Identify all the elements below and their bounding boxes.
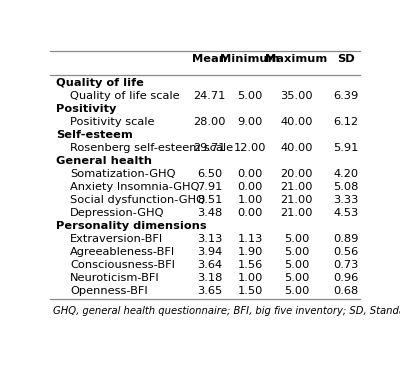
Text: 3.48: 3.48 [197,208,222,218]
Text: Quality of life scale: Quality of life scale [70,91,180,101]
Text: 6.12: 6.12 [334,117,359,127]
Text: Positivity scale: Positivity scale [70,117,155,127]
Text: 1.00: 1.00 [237,273,263,283]
Text: 1.50: 1.50 [237,286,263,296]
Text: 5.00: 5.00 [284,286,309,296]
Text: 0.73: 0.73 [333,260,359,270]
Text: SD: SD [337,54,355,64]
Text: Minimum: Minimum [220,54,280,64]
Text: 4.53: 4.53 [334,208,359,218]
Text: 0.00: 0.00 [237,208,263,218]
Text: Consciousness-BFI: Consciousness-BFI [70,260,175,270]
Text: 5.00: 5.00 [284,273,309,283]
Text: 3.64: 3.64 [197,260,222,270]
Text: 1.90: 1.90 [237,247,263,257]
Text: 35.00: 35.00 [280,91,313,101]
Text: 5.00: 5.00 [237,91,263,101]
Text: Agreeableness-BFI: Agreeableness-BFI [70,247,175,257]
Text: 0.89: 0.89 [333,234,359,244]
Text: Social dysfunction-GHQ: Social dysfunction-GHQ [70,195,205,205]
Text: Extraversion-BFI: Extraversion-BFI [70,234,164,244]
Text: 5.91: 5.91 [333,143,359,153]
Text: 6.39: 6.39 [334,91,359,101]
Text: Self-esteem: Self-esteem [56,130,133,140]
Text: 8.51: 8.51 [197,195,222,205]
Text: 3.94: 3.94 [197,247,222,257]
Text: Openness-BFI: Openness-BFI [70,286,148,296]
Text: 4.20: 4.20 [334,169,359,179]
Text: Neuroticism-BFI: Neuroticism-BFI [70,273,160,283]
Text: General health: General health [56,156,152,166]
Text: 5.00: 5.00 [284,234,309,244]
Text: 3.18: 3.18 [197,273,222,283]
Text: 29.71: 29.71 [194,143,226,153]
Text: 40.00: 40.00 [280,117,313,127]
Text: 1.56: 1.56 [237,260,262,270]
Text: 1.13: 1.13 [237,234,263,244]
Text: 1.00: 1.00 [237,195,263,205]
Text: 5.00: 5.00 [284,260,309,270]
Text: 5.00: 5.00 [284,247,309,257]
Text: 21.00: 21.00 [280,182,313,192]
Text: 40.00: 40.00 [280,143,313,153]
Text: 0.00: 0.00 [237,182,263,192]
Text: 20.00: 20.00 [280,169,313,179]
Text: 3.13: 3.13 [197,234,222,244]
Text: 12.00: 12.00 [234,143,266,153]
Text: 0.00: 0.00 [237,169,263,179]
Text: Rosenberg self-esteem scale: Rosenberg self-esteem scale [70,143,233,153]
Text: Maximum: Maximum [265,54,328,64]
Text: 9.00: 9.00 [237,117,263,127]
Text: 21.00: 21.00 [280,208,313,218]
Text: 6.50: 6.50 [197,169,222,179]
Text: 24.71: 24.71 [194,91,226,101]
Text: 0.68: 0.68 [334,286,359,296]
Text: 21.00: 21.00 [280,195,313,205]
Text: Mean: Mean [192,54,227,64]
Text: 5.08: 5.08 [333,182,359,192]
Text: Positivity: Positivity [56,104,116,114]
Text: Quality of life: Quality of life [56,78,144,88]
Text: 0.96: 0.96 [334,273,359,283]
Text: Somatization-GHQ: Somatization-GHQ [70,169,176,179]
Text: GHQ, general health questionnaire; BFI, big five inventory; SD, Standard deviati: GHQ, general health questionnaire; BFI, … [53,306,400,316]
Text: 0.56: 0.56 [334,247,359,257]
Text: Personality dimensions: Personality dimensions [56,221,207,231]
Text: 3.33: 3.33 [333,195,359,205]
Text: 3.65: 3.65 [197,286,222,296]
Text: Depression-GHQ: Depression-GHQ [70,208,165,218]
Text: 7.91: 7.91 [197,182,222,192]
Text: 28.00: 28.00 [194,117,226,127]
Text: Anxiety Insomnia-GHQ: Anxiety Insomnia-GHQ [70,182,200,192]
